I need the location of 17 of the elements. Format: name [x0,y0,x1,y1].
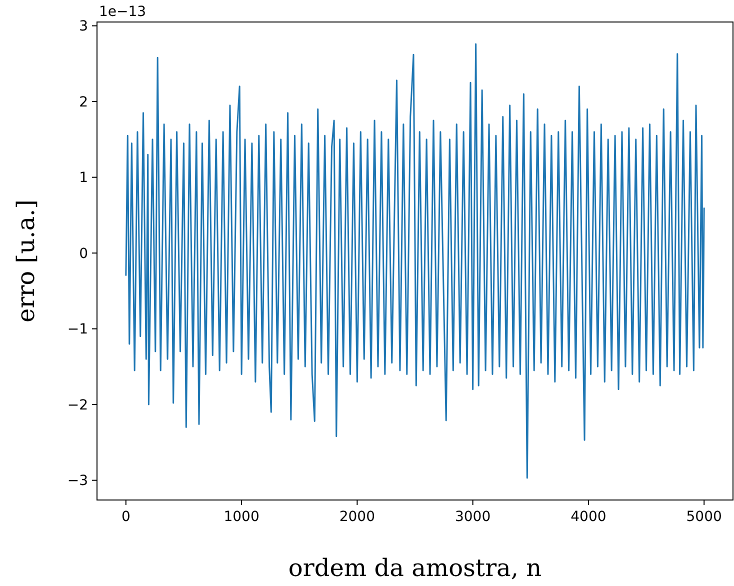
y-tick-label: −2 [67,397,88,414]
x-tick-label: 0 [121,509,130,525]
y-tick-label: −3 [67,473,88,490]
line-series [125,43,705,479]
x-tick-label: 2000 [339,509,375,525]
x-tick-label: 4000 [570,509,606,525]
x-tick-label: 3000 [455,509,491,525]
y-tick-label: 2 [79,94,88,110]
y-tick-label: 3 [79,18,88,35]
y-tick-label: −1 [67,322,88,338]
x-tick-label: 5000 [686,509,722,525]
y-tick-label: 0 [79,246,88,262]
x-tick-label: 1000 [224,509,260,525]
text: 1e−13 [99,4,146,20]
y-tick-label: 1 [79,170,88,186]
x-axis-title: ordem da amostra, n [288,554,542,582]
y-axis-title: erro [u.a.] [12,200,40,322]
